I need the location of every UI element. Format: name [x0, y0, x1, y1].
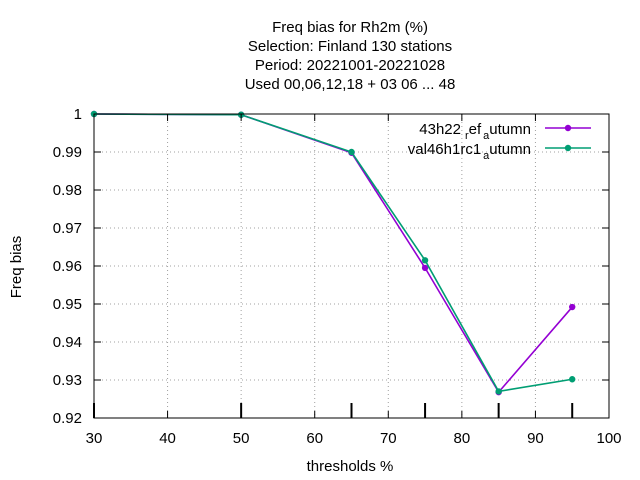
- legend-label-series-2: val46h1rc1 autumn: [408, 141, 531, 162]
- y-tick-label: 0.97: [53, 220, 82, 237]
- legend-swatch-point: [564, 144, 572, 152]
- legend-label-series-1: 43h22 ref autumn: [419, 121, 531, 142]
- threshold-markers: [93, 403, 574, 418]
- data-point: [569, 376, 576, 383]
- y-tick-label: 0.96: [53, 258, 82, 275]
- x-tick-label: 30: [86, 430, 103, 447]
- legend-swatches: [545, 124, 591, 152]
- title-line-4: Used 00,06,12,18 + 03 06 ... 48: [245, 76, 456, 93]
- data-point: [348, 148, 355, 156]
- y-tick-label: 0.92: [53, 410, 82, 427]
- y-tick-label: 0.95: [53, 296, 82, 313]
- series-layer: [90, 110, 576, 396]
- title-line-2: Selection: Finland 130 stations: [248, 38, 452, 55]
- x-tick-label: 40: [159, 430, 176, 447]
- data-point: [421, 264, 429, 272]
- x-tick-label: 70: [380, 430, 397, 447]
- data-point: [421, 257, 429, 264]
- x-axis-label: thresholds %: [307, 458, 394, 475]
- y-tick-label: 0.99: [53, 144, 82, 161]
- axis-ticks: 0.92 0.93 0.94 0.95 0.96 0.97 0.98 0.99 1 30 40 50 6…: [53, 106, 622, 447]
- x-tick-label: 80: [454, 430, 471, 447]
- y-axis-label: Freq bias: [8, 236, 25, 299]
- y-tick-label: 0.94: [53, 334, 82, 351]
- data-point: [495, 388, 502, 395]
- y-tick-label: 1: [74, 106, 82, 123]
- x-tick-label: 50: [233, 430, 250, 447]
- grid-lines: [94, 114, 609, 418]
- plot-frame: [93, 113, 610, 419]
- x-tick-label: 60: [306, 430, 323, 447]
- x-tick-label: 90: [527, 430, 544, 447]
- chart-title: Freq bias for Rh2m (%) Selection: Finlan…: [245, 19, 456, 93]
- title-line-1: Freq bias for Rh2m (%): [272, 19, 428, 36]
- legend: 43h22 ref autumn val46h1rc1 autumn: [408, 121, 591, 162]
- data-point: [569, 303, 576, 311]
- series-line: [93, 113, 573, 393]
- y-tick-label: 0.93: [53, 372, 82, 389]
- legend-swatch-point: [564, 124, 572, 132]
- title-line-3: Period: 20221001-20221028: [255, 57, 445, 74]
- x-tick-label: 100: [596, 430, 621, 447]
- y-tick-label: 0.98: [53, 182, 82, 199]
